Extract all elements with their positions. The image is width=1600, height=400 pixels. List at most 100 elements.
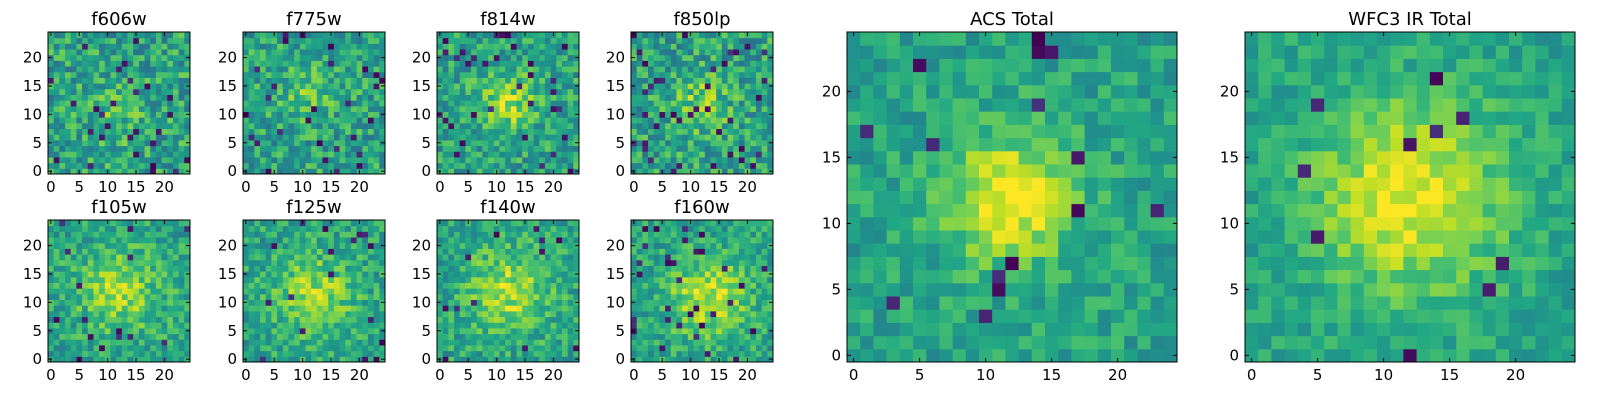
pixel-cell [573, 231, 580, 238]
pixel-cell [767, 293, 774, 301]
pixel-cell [133, 77, 140, 84]
x-tick-label: 20 [155, 178, 174, 196]
pixel-cell [454, 322, 461, 329]
pixel-cell [155, 139, 163, 147]
pixel-cell [544, 242, 552, 249]
pixel-cell [161, 100, 168, 107]
pixel-cell [339, 316, 346, 323]
pixel-cell [522, 111, 529, 118]
pixel-cell [110, 54, 117, 61]
pixel-cell [70, 32, 77, 39]
pixel-cell [167, 339, 174, 346]
pixel-cell [322, 322, 329, 329]
pixel-cell [243, 276, 250, 283]
pixel-cell [138, 71, 146, 78]
pixel-cell [305, 128, 312, 135]
pixel-cell [271, 105, 278, 113]
pixel-cell [670, 66, 677, 73]
pixel-cell [121, 139, 129, 147]
pixel-cell [510, 356, 518, 363]
y-tick-label: 15 [23, 77, 42, 95]
pixel-cell [59, 299, 66, 306]
pixel-cell [65, 231, 72, 238]
pixel-cell [499, 220, 506, 227]
pixel-cell [442, 122, 449, 130]
pixel-cell [744, 310, 751, 318]
pixel-cell [294, 237, 301, 244]
pixel-cell [454, 248, 461, 255]
pixel-cell [116, 111, 123, 118]
pixel-cell [510, 94, 518, 101]
pixel-cell [87, 299, 94, 306]
pixel-cell [138, 156, 146, 164]
pixel-cell [294, 220, 301, 227]
pixel-cell [121, 254, 129, 261]
pixel-cell [704, 339, 712, 346]
pixel-cell [459, 339, 466, 346]
pixel-cell [260, 344, 267, 352]
pixel-cell [567, 350, 574, 357]
pixel-cell [150, 242, 157, 249]
pixel-cell [178, 259, 185, 266]
pixel-cell [567, 105, 574, 113]
pixel-cell [454, 344, 461, 352]
pixel-cell [699, 168, 706, 175]
pixel-cell [459, 88, 466, 95]
pixel-cell [243, 128, 250, 135]
pixel-cell [665, 271, 672, 278]
pixel-cell [345, 350, 352, 357]
pixel-cell [488, 145, 495, 152]
pixel-cell [150, 271, 157, 278]
pixel-cell [282, 37, 289, 44]
pixel-cell [367, 128, 375, 135]
pixel-cell [448, 83, 455, 90]
pixel-cell [642, 162, 649, 169]
pixel-cell [260, 156, 267, 164]
pixel-cell [265, 254, 272, 261]
pixel-cell [59, 111, 66, 118]
pixel-cell [573, 310, 580, 318]
pixel-cell [53, 71, 60, 78]
pixel-cell [670, 271, 677, 278]
pixel-cell [48, 254, 55, 261]
pixel-cell [248, 168, 255, 175]
pixel-cell [642, 356, 649, 363]
pixel-cell [544, 333, 552, 340]
pixel-cell [761, 282, 768, 289]
pixel-cell [750, 117, 757, 124]
pixel-cell [636, 271, 643, 278]
pixel-cell [99, 333, 106, 340]
pixel-cell [693, 88, 700, 95]
pixel-cell [442, 333, 449, 340]
pixel-cell [710, 305, 717, 312]
pixel-cell [93, 248, 100, 255]
pixel-cell [476, 43, 483, 50]
pixel-cell [670, 117, 677, 124]
pixel-cell [328, 293, 335, 301]
pixel-cell [161, 162, 168, 169]
x-tick-label: 0 [46, 366, 56, 384]
pixel-cell [544, 339, 552, 346]
pixel-cell [294, 288, 301, 295]
pixel-cell [65, 339, 72, 346]
pixel-cell [356, 288, 363, 295]
pixel-cell [87, 49, 94, 56]
pixel-cell [299, 305, 306, 312]
pixel-cell [476, 88, 483, 95]
pixel-cell [733, 54, 740, 61]
pixel-cell [716, 60, 723, 67]
pixel-cell [471, 60, 478, 67]
pixel-cell [53, 117, 60, 124]
pixel-cell [699, 145, 706, 152]
pixel-cell [254, 288, 261, 295]
pixel-cell [172, 37, 180, 44]
pixel-cell [505, 77, 512, 84]
pixel-cell [76, 128, 83, 135]
pixel-cell [653, 88, 660, 95]
pixel-cell [339, 162, 346, 169]
pixel-cell [116, 339, 123, 346]
pixel-cell [699, 282, 706, 289]
pixel-cell [116, 225, 123, 232]
pixel-cell [653, 276, 660, 283]
